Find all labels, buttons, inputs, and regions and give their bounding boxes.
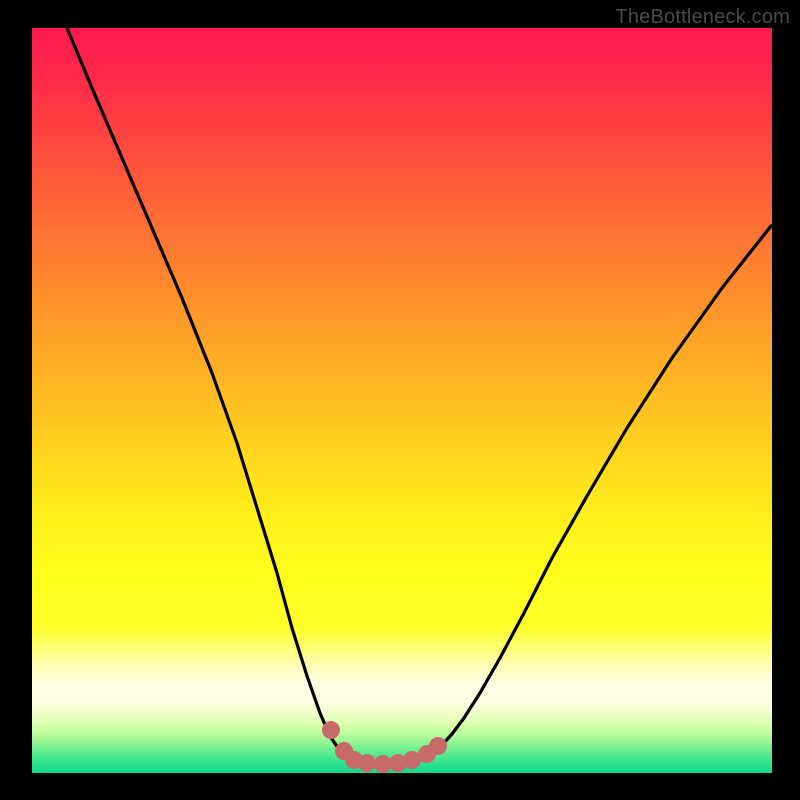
valley-marker xyxy=(323,722,340,739)
valley-marker xyxy=(404,752,421,769)
chart-frame: TheBottleneck.com xyxy=(0,0,800,800)
bottleneck-curve xyxy=(32,28,772,773)
watermark-label: TheBottleneck.com xyxy=(615,6,790,29)
valley-marker xyxy=(430,738,447,755)
valley-marker xyxy=(375,756,392,773)
bottleneck-curve-path xyxy=(67,28,771,764)
plot-area xyxy=(32,28,772,773)
valley-marker xyxy=(359,755,376,772)
